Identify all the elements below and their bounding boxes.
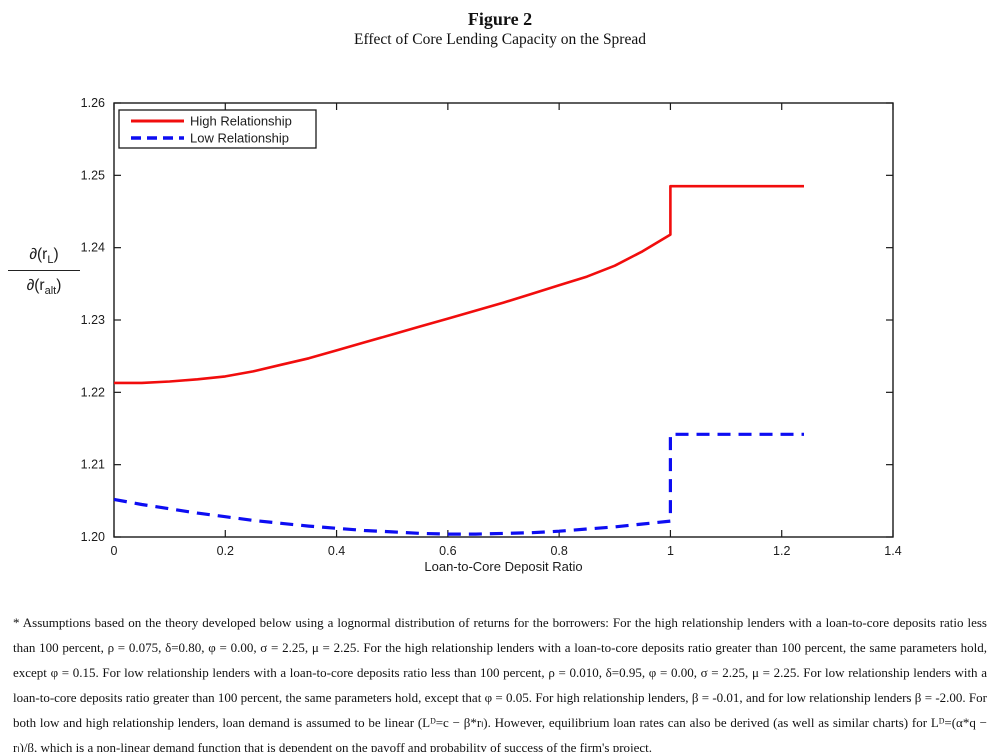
- series-line-high-relationship: [114, 184, 804, 385]
- subscript: L: [47, 254, 54, 266]
- figure-subtitle: Effect of Core Lending Capacity on the S…: [354, 31, 646, 48]
- y-axis-label-denominator: ∂(ralt): [26, 277, 62, 297]
- x-tick-label: 0.6: [439, 544, 456, 558]
- figure-title: Figure 2: [467, 9, 533, 29]
- x-tick-label: 0: [111, 544, 118, 558]
- x-tick-label: 0.8: [550, 544, 567, 558]
- x-tick-label: 1.2: [773, 544, 790, 558]
- x-tick-label: 1.4: [884, 544, 901, 558]
- figure-footnote: * Assumptions based on the theory develo…: [13, 615, 987, 752]
- legend-box: [118, 109, 317, 149]
- plot-box: [113, 102, 894, 538]
- y-axis-label-numerator: ∂(rL): [29, 246, 59, 266]
- y-tick-label: 1.26: [81, 96, 105, 110]
- fraction-bar: [8, 270, 80, 271]
- y-tick-label: 1.25: [81, 168, 105, 182]
- series-line-low-relationship: [113, 432, 804, 536]
- y-tick-label: 1.21: [81, 458, 105, 472]
- x-tick-label: 0.2: [217, 544, 234, 558]
- x-tick-label: 1: [667, 544, 674, 558]
- spread-line-chart: 0 0.2 0.4 0.6 0.8 1 1.2 1.4 1.20 1.21 1.22 1.23 1.24…: [81, 96, 902, 574]
- x-tick-label: 0.4: [328, 544, 345, 558]
- subscript: alt: [44, 285, 57, 297]
- figure-caption: Figure 2 Effect of Core Lending Capacity…: [0, 8, 1000, 50]
- y-tick-label: 1.23: [81, 313, 105, 327]
- x-axis-label: Loan-to-Core Deposit Ratio: [424, 559, 582, 574]
- legend-label: Low Relationship: [190, 131, 289, 146]
- y-tick-label: 1.22: [81, 385, 105, 399]
- y-tick-label: 1.20: [81, 530, 105, 544]
- y-tick-label: 1.24: [81, 241, 105, 255]
- legend-label: High Relationship: [190, 114, 292, 129]
- y-axis-label: ∂(rL) ∂(ralt): [2, 246, 86, 297]
